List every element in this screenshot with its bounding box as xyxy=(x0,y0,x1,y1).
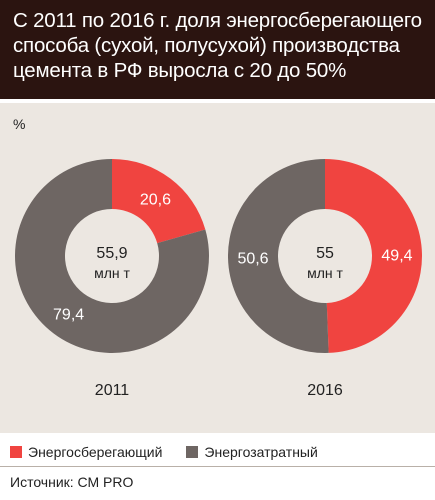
data-label-2016-energy-costly: 50,6 xyxy=(237,250,268,267)
data-label-2011-energy-saving: 20,6 xyxy=(140,192,171,209)
year-label-2011: 2011 xyxy=(94,382,130,399)
legend-swatch-energy-saving xyxy=(10,445,22,458)
data-label-2016-energy-saving: 49,4 xyxy=(381,248,412,265)
unit-label: % xyxy=(13,116,26,132)
center-unit-2016: млн т xyxy=(307,265,343,281)
slice-2016-energy-costly xyxy=(227,159,329,353)
legend-item-energy-costly: Энергозатратный xyxy=(186,443,318,460)
legend-label-energy-costly: Энергозатратный xyxy=(204,443,318,460)
slice-2011-energy-costly xyxy=(15,159,210,353)
data-label-2011-energy-costly: 79,4 xyxy=(53,306,84,323)
source-note: Источник: СМ PRO xyxy=(10,474,134,490)
slice-2011-energy-saving xyxy=(112,159,206,244)
year-label-2016: 2016 xyxy=(307,382,343,399)
chart-title: С 2011 по 2016 г. доля энергосберегающег… xyxy=(0,0,435,99)
chart-panel xyxy=(0,103,435,433)
donut-2011: 20,6 79,4 55,9 млн т xyxy=(15,159,210,353)
legend: Энергосберегающий Энергозатратный xyxy=(0,437,435,467)
donut-charts: 20,6 79,4 55,9 млн т 49,4 50,6 55 млн т xyxy=(15,159,422,353)
legend-swatch-energy-costly xyxy=(186,445,199,458)
center-value-2011: 55,9 xyxy=(96,245,127,262)
center-unit-2011: млн т xyxy=(94,265,130,281)
center-value-2016: 55 xyxy=(316,245,334,262)
donut-2016: 49,4 50,6 55 млн т xyxy=(227,159,422,353)
slice-2016-energy-saving xyxy=(325,159,422,353)
legend-label-energy-saving: Энергосберегающий xyxy=(28,443,163,460)
legend-item-energy-saving: Энергосберегающий xyxy=(10,444,162,460)
